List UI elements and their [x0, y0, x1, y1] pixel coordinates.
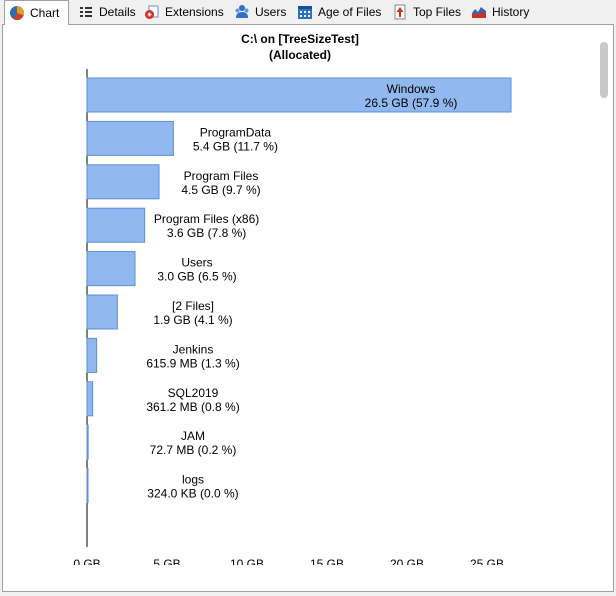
bar-6 [86, 337, 98, 373]
tab-users[interactable]: Users [230, 2, 290, 22]
x-tick-label: 20 GB [390, 557, 424, 565]
bar-4 [86, 251, 136, 287]
chart-subtitle: (Allocated) [268, 48, 331, 62]
bar-category-label: Jenkins [173, 342, 214, 356]
tab-label: Extensions [165, 5, 224, 19]
bar-value-label: 72.7 MB (0.2 %) [150, 443, 237, 457]
x-tick-label: 25 GB [470, 557, 504, 565]
bar-value-label: 26.5 GB (57.9 %) [365, 96, 458, 110]
bar-value-label: 615.9 MB (1.3 %) [146, 356, 239, 370]
tab-label: Details [99, 5, 136, 19]
bar-value-label: 4.5 GB (9.7 %) [181, 183, 260, 197]
x-tick-label: 5 GB [153, 557, 180, 565]
bar-category-label: ProgramData [200, 125, 272, 139]
history-icon [472, 7, 486, 18]
tab-extensions[interactable]: Extensions [140, 2, 228, 22]
bar-category-label: Program Files (x86) [154, 212, 259, 226]
bar-category-label: logs [182, 473, 204, 487]
bar-value-label: 3.0 GB (6.5 %) [157, 270, 236, 284]
users-icon [235, 5, 249, 18]
bar-category-label: Windows [387, 82, 436, 96]
x-tick-label: 10 GB [230, 557, 264, 565]
scrollbar-thumb[interactable] [600, 42, 608, 98]
bar-category-label: Users [181, 256, 212, 270]
bar-value-label: 1.9 GB (4.1 %) [153, 313, 232, 327]
vertical-scrollbar[interactable] [596, 25, 613, 591]
tab-chart[interactable]: Chart [4, 0, 69, 25]
details-list-icon [80, 7, 92, 17]
x-tick-label: 0 GB [73, 557, 100, 565]
bar-9 [86, 468, 89, 504]
tab-age-of-files[interactable]: Age of Files [293, 2, 385, 22]
bar-category-label: [2 Files] [172, 299, 214, 313]
bar-category-label: JAM [181, 429, 205, 443]
top-files-icon [394, 4, 406, 20]
tab-label: Chart [30, 6, 60, 20]
tab-bar: Chart Details Extensions Users [0, 0, 616, 25]
tab-label: Users [255, 5, 287, 19]
tab-label: Age of Files [318, 5, 382, 19]
bar-2 [86, 164, 160, 200]
tab-top-files[interactable]: Top Files [388, 2, 465, 22]
bar-value-label: 3.6 GB (7.8 %) [167, 226, 246, 240]
x-tick-label: 15 GB [310, 557, 344, 565]
bar-5 [86, 294, 118, 330]
tab-history[interactable]: History [467, 2, 533, 22]
bar-category-label: Program Files [184, 169, 259, 183]
bar-3 [86, 207, 146, 243]
extensions-icon [145, 5, 159, 19]
bar-0 [86, 77, 512, 113]
bar-category-label: SQL2019 [168, 386, 219, 400]
tab-details[interactable]: Details [74, 2, 140, 22]
bar-1 [86, 120, 174, 156]
calendar-icon [298, 6, 312, 19]
chart-title: C:\ on [TreeSizeTest] [241, 32, 359, 46]
bar-value-label: 361.2 MB (0.8 %) [146, 400, 239, 414]
tab-label: History [492, 5, 530, 19]
pie-chart-icon [10, 5, 25, 21]
bar-value-label: 5.4 GB (11.7 %) [193, 139, 278, 153]
bar-8 [86, 424, 89, 460]
bar-7 [86, 381, 94, 417]
bar-value-label: 324.0 KB (0.0 %) [147, 487, 238, 501]
tab-label: Top Files [413, 5, 462, 19]
chart-panel: C:\ on [TreeSizeTest] (Allocated) Window… [2, 24, 614, 592]
